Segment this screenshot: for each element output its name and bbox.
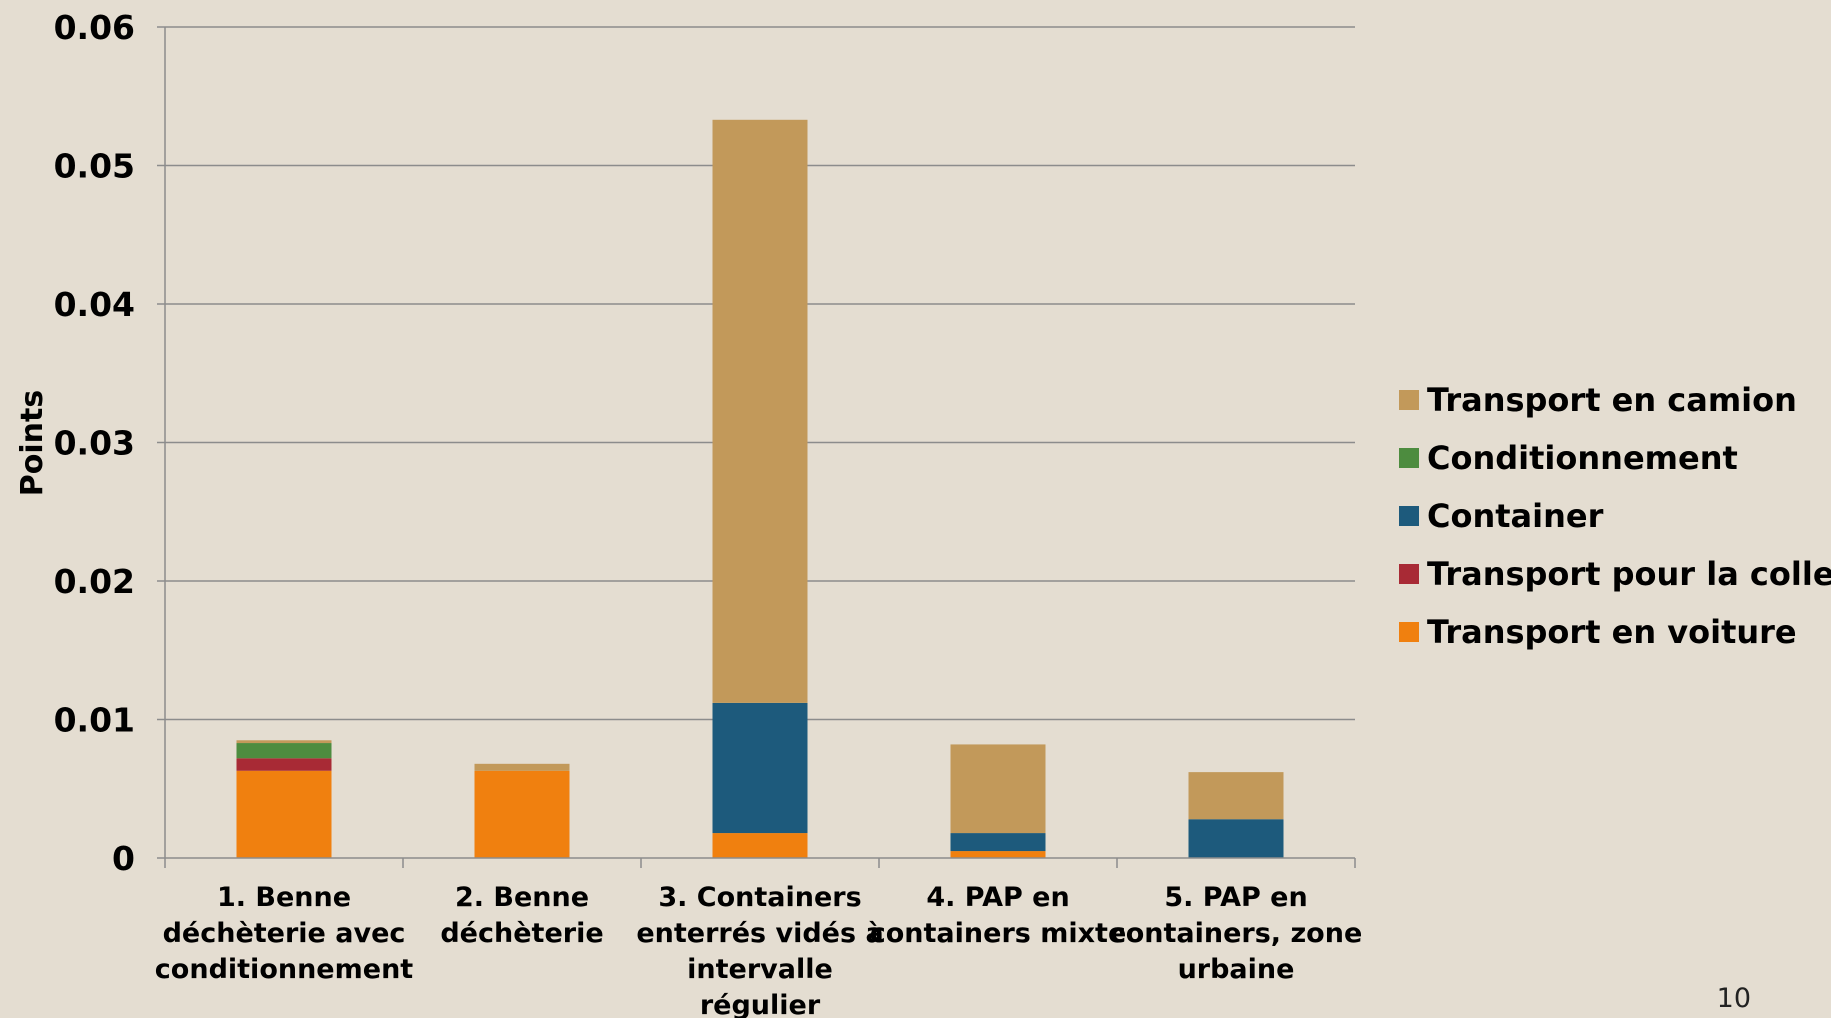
- legend-label: Conditionnement: [1427, 439, 1738, 477]
- bar-segment: [712, 119, 808, 703]
- y-tick-label: 0.03: [54, 424, 135, 463]
- y-tick-labels: 0 0.01 0.02 0.03 0.04 0.05 0.06: [54, 8, 135, 878]
- y-tick-label: 0.01: [54, 701, 135, 740]
- bars: [236, 119, 1284, 858]
- legend-label: Transport pour la collecte: [1427, 555, 1831, 593]
- x-category-label: 5. PAP en containers, zone urbaine: [1110, 882, 1363, 985]
- bar-segment: [236, 740, 332, 744]
- y-tick-label: 0: [112, 839, 135, 878]
- bar-segment: [236, 758, 332, 771]
- legend-label: Transport en voiture: [1427, 613, 1797, 651]
- bar-segment: [950, 833, 1046, 852]
- page-number: 10: [1716, 983, 1751, 1014]
- legend-swatch: [1399, 448, 1419, 468]
- legend-swatch: [1399, 564, 1419, 584]
- legend-swatch: [1399, 506, 1419, 526]
- x-category-label: 4. PAP en containers mixte: [870, 882, 1127, 949]
- bar-segment: [474, 770, 570, 858]
- legend-swatch: [1399, 390, 1419, 410]
- legend: Transport en camion Conditionnement Contai…: [1399, 381, 1831, 651]
- legend-label: Container: [1427, 497, 1604, 535]
- bar-segment: [712, 833, 808, 858]
- bar-segment: [950, 851, 1046, 858]
- bar-segment: [236, 743, 332, 759]
- bar-segment: [1188, 772, 1284, 820]
- bar-segment: [236, 770, 332, 858]
- x-category-label: 2. Benne déchèterie: [440, 882, 603, 949]
- axes: [157, 26, 1356, 868]
- bar-segment: [712, 702, 808, 834]
- y-tick-label: 0.02: [54, 562, 135, 601]
- bar-segment: [950, 744, 1046, 834]
- legend-swatch: [1399, 622, 1419, 642]
- x-category-label: 3. Containers enterrés vidés à intervalle r…: [636, 882, 883, 1018]
- x-category-label: 1. Benne déchèterie avec conditionnement: [155, 882, 413, 985]
- legend-label: Transport en camion: [1427, 381, 1797, 419]
- y-axis-title: Points: [15, 390, 50, 496]
- bar-segment: [1188, 819, 1284, 858]
- bar-segment: [474, 763, 570, 771]
- x-category-labels: 1. Benne déchèterie avec conditionnement 2.…: [155, 882, 1362, 1018]
- y-tick-label: 0.06: [54, 8, 135, 47]
- y-tick-label: 0.04: [54, 285, 135, 324]
- y-tick-label: 0.05: [54, 147, 135, 186]
